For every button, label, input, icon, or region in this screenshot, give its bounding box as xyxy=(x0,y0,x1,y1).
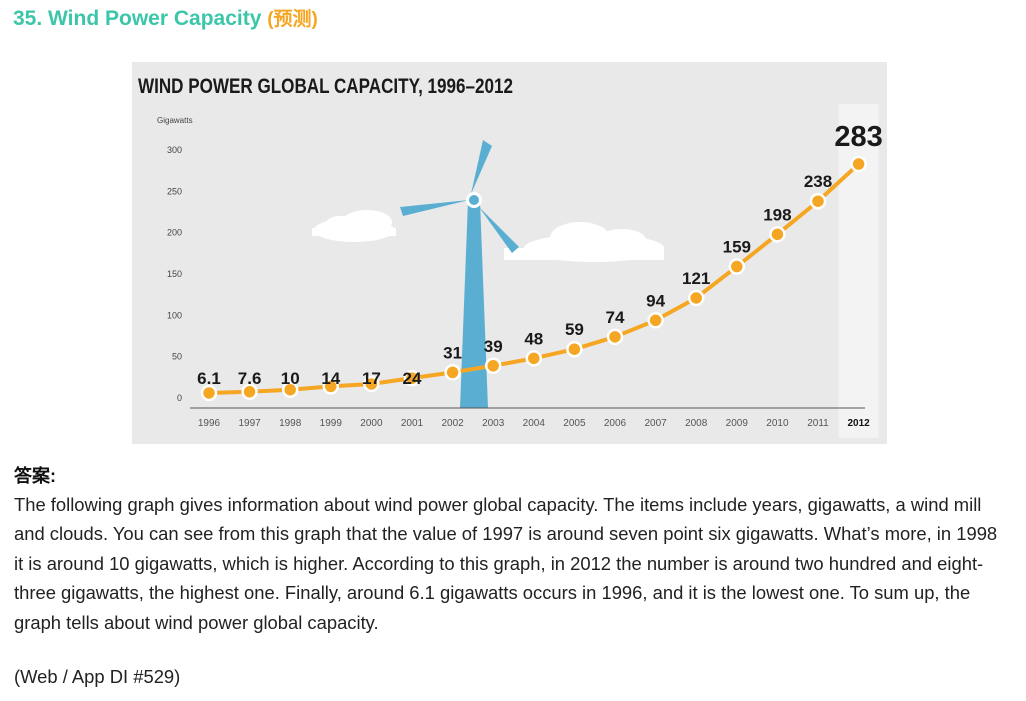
x-tick-label: 2000 xyxy=(360,418,383,429)
cloud-icon xyxy=(504,222,664,262)
data-label: 238 xyxy=(804,172,832,191)
data-point xyxy=(200,384,218,402)
data-point xyxy=(566,340,583,358)
data-label: 74 xyxy=(606,308,625,327)
data-point xyxy=(647,312,664,329)
data-label: 10 xyxy=(281,369,300,388)
data-point xyxy=(606,328,624,346)
x-tick-label: 1999 xyxy=(320,418,343,429)
chart-title: WIND POWER GLOBAL CAPACITY, 1996–2012 xyxy=(138,75,513,98)
answer-label: 答案: xyxy=(14,466,56,486)
data-point xyxy=(322,378,340,395)
x-tick-label: 2004 xyxy=(523,418,546,429)
x-tick-label: 1997 xyxy=(238,418,261,429)
chart-container: WIND POWER GLOBAL CAPACITY, 1996–2012 Gi… xyxy=(132,62,887,444)
data-point xyxy=(363,375,380,393)
data-point xyxy=(809,192,827,210)
data-label: 121 xyxy=(682,269,710,288)
x-tick-label: 2007 xyxy=(644,418,667,429)
y-tick-label: 100 xyxy=(167,310,182,320)
data-label: 198 xyxy=(763,205,791,224)
answer-text: The following graph gives information ab… xyxy=(14,494,998,633)
cloud-icon xyxy=(312,210,396,242)
x-tick-label: 1998 xyxy=(279,418,302,429)
data-points xyxy=(200,155,867,402)
x-tick-label: 2010 xyxy=(766,418,789,429)
data-label: 283 xyxy=(834,121,882,153)
heading-tag: (预测) xyxy=(267,9,318,30)
x-tick-label: 2009 xyxy=(726,418,749,429)
x-tick-label: 2005 xyxy=(563,418,586,429)
value-labels: 6.1 7.6 10 14 17 24 31 39 48 59 74 94 121 159 198 23828… xyxy=(197,121,883,388)
x-tick-label: 2006 xyxy=(604,418,627,429)
data-label: 14 xyxy=(321,369,340,388)
y-tick-label: 0 xyxy=(177,393,182,403)
heading-title: 35. Wind Power Capacity xyxy=(13,7,262,30)
data-label: 94 xyxy=(646,291,665,310)
data-label: 6.1 xyxy=(197,369,221,388)
x-tick-label: 2012 xyxy=(847,418,870,429)
answer-source: (Web / App DI #529) xyxy=(14,666,181,687)
data-point xyxy=(444,364,461,381)
x-tick-label: 2002 xyxy=(441,418,464,429)
data-point xyxy=(484,357,502,375)
data-point xyxy=(281,381,299,398)
y-tick-label: 150 xyxy=(167,269,182,279)
data-point xyxy=(687,289,705,307)
data-point xyxy=(403,369,421,387)
y-tick-label: 50 xyxy=(172,352,182,362)
x-tick-label: 2008 xyxy=(685,418,708,429)
data-point xyxy=(850,155,867,173)
wind-turbine-icon xyxy=(400,140,519,408)
page-heading: 35. Wind Power Capacity (预测) xyxy=(13,4,318,31)
data-label: 31 xyxy=(443,343,462,362)
x-tick-label: 2003 xyxy=(482,418,505,429)
data-point xyxy=(525,350,543,367)
y-tick-label: 200 xyxy=(167,228,182,238)
data-label: 39 xyxy=(484,337,503,356)
x-tick-label: 2001 xyxy=(401,418,424,429)
data-label: 17 xyxy=(362,369,381,388)
data-label: 48 xyxy=(524,329,543,348)
y-axis-label: Gigawatts xyxy=(157,116,193,125)
data-point xyxy=(241,383,258,400)
y-tick-label: 250 xyxy=(167,186,182,196)
wind-capacity-chart: WIND POWER GLOBAL CAPACITY, 1996–2012 Gi… xyxy=(138,75,883,438)
y-tick-label: 300 xyxy=(167,145,182,155)
data-point xyxy=(728,258,746,275)
highlight-band xyxy=(838,104,879,438)
y-axis-ticks: 0 50 100 150 200 250 300 xyxy=(167,145,182,403)
x-tick-label: 2011 xyxy=(807,418,829,429)
data-label: 7.6 xyxy=(238,369,262,388)
x-tick-label: 1996 xyxy=(198,418,221,429)
data-label: 24 xyxy=(403,369,422,388)
x-axis-ticks: 1996 1997 1998 1999 2000 2001 2002 2003 2004 2005… xyxy=(198,418,870,429)
data-label: 159 xyxy=(723,238,751,257)
data-label: 59 xyxy=(565,320,584,339)
data-point xyxy=(769,226,786,243)
